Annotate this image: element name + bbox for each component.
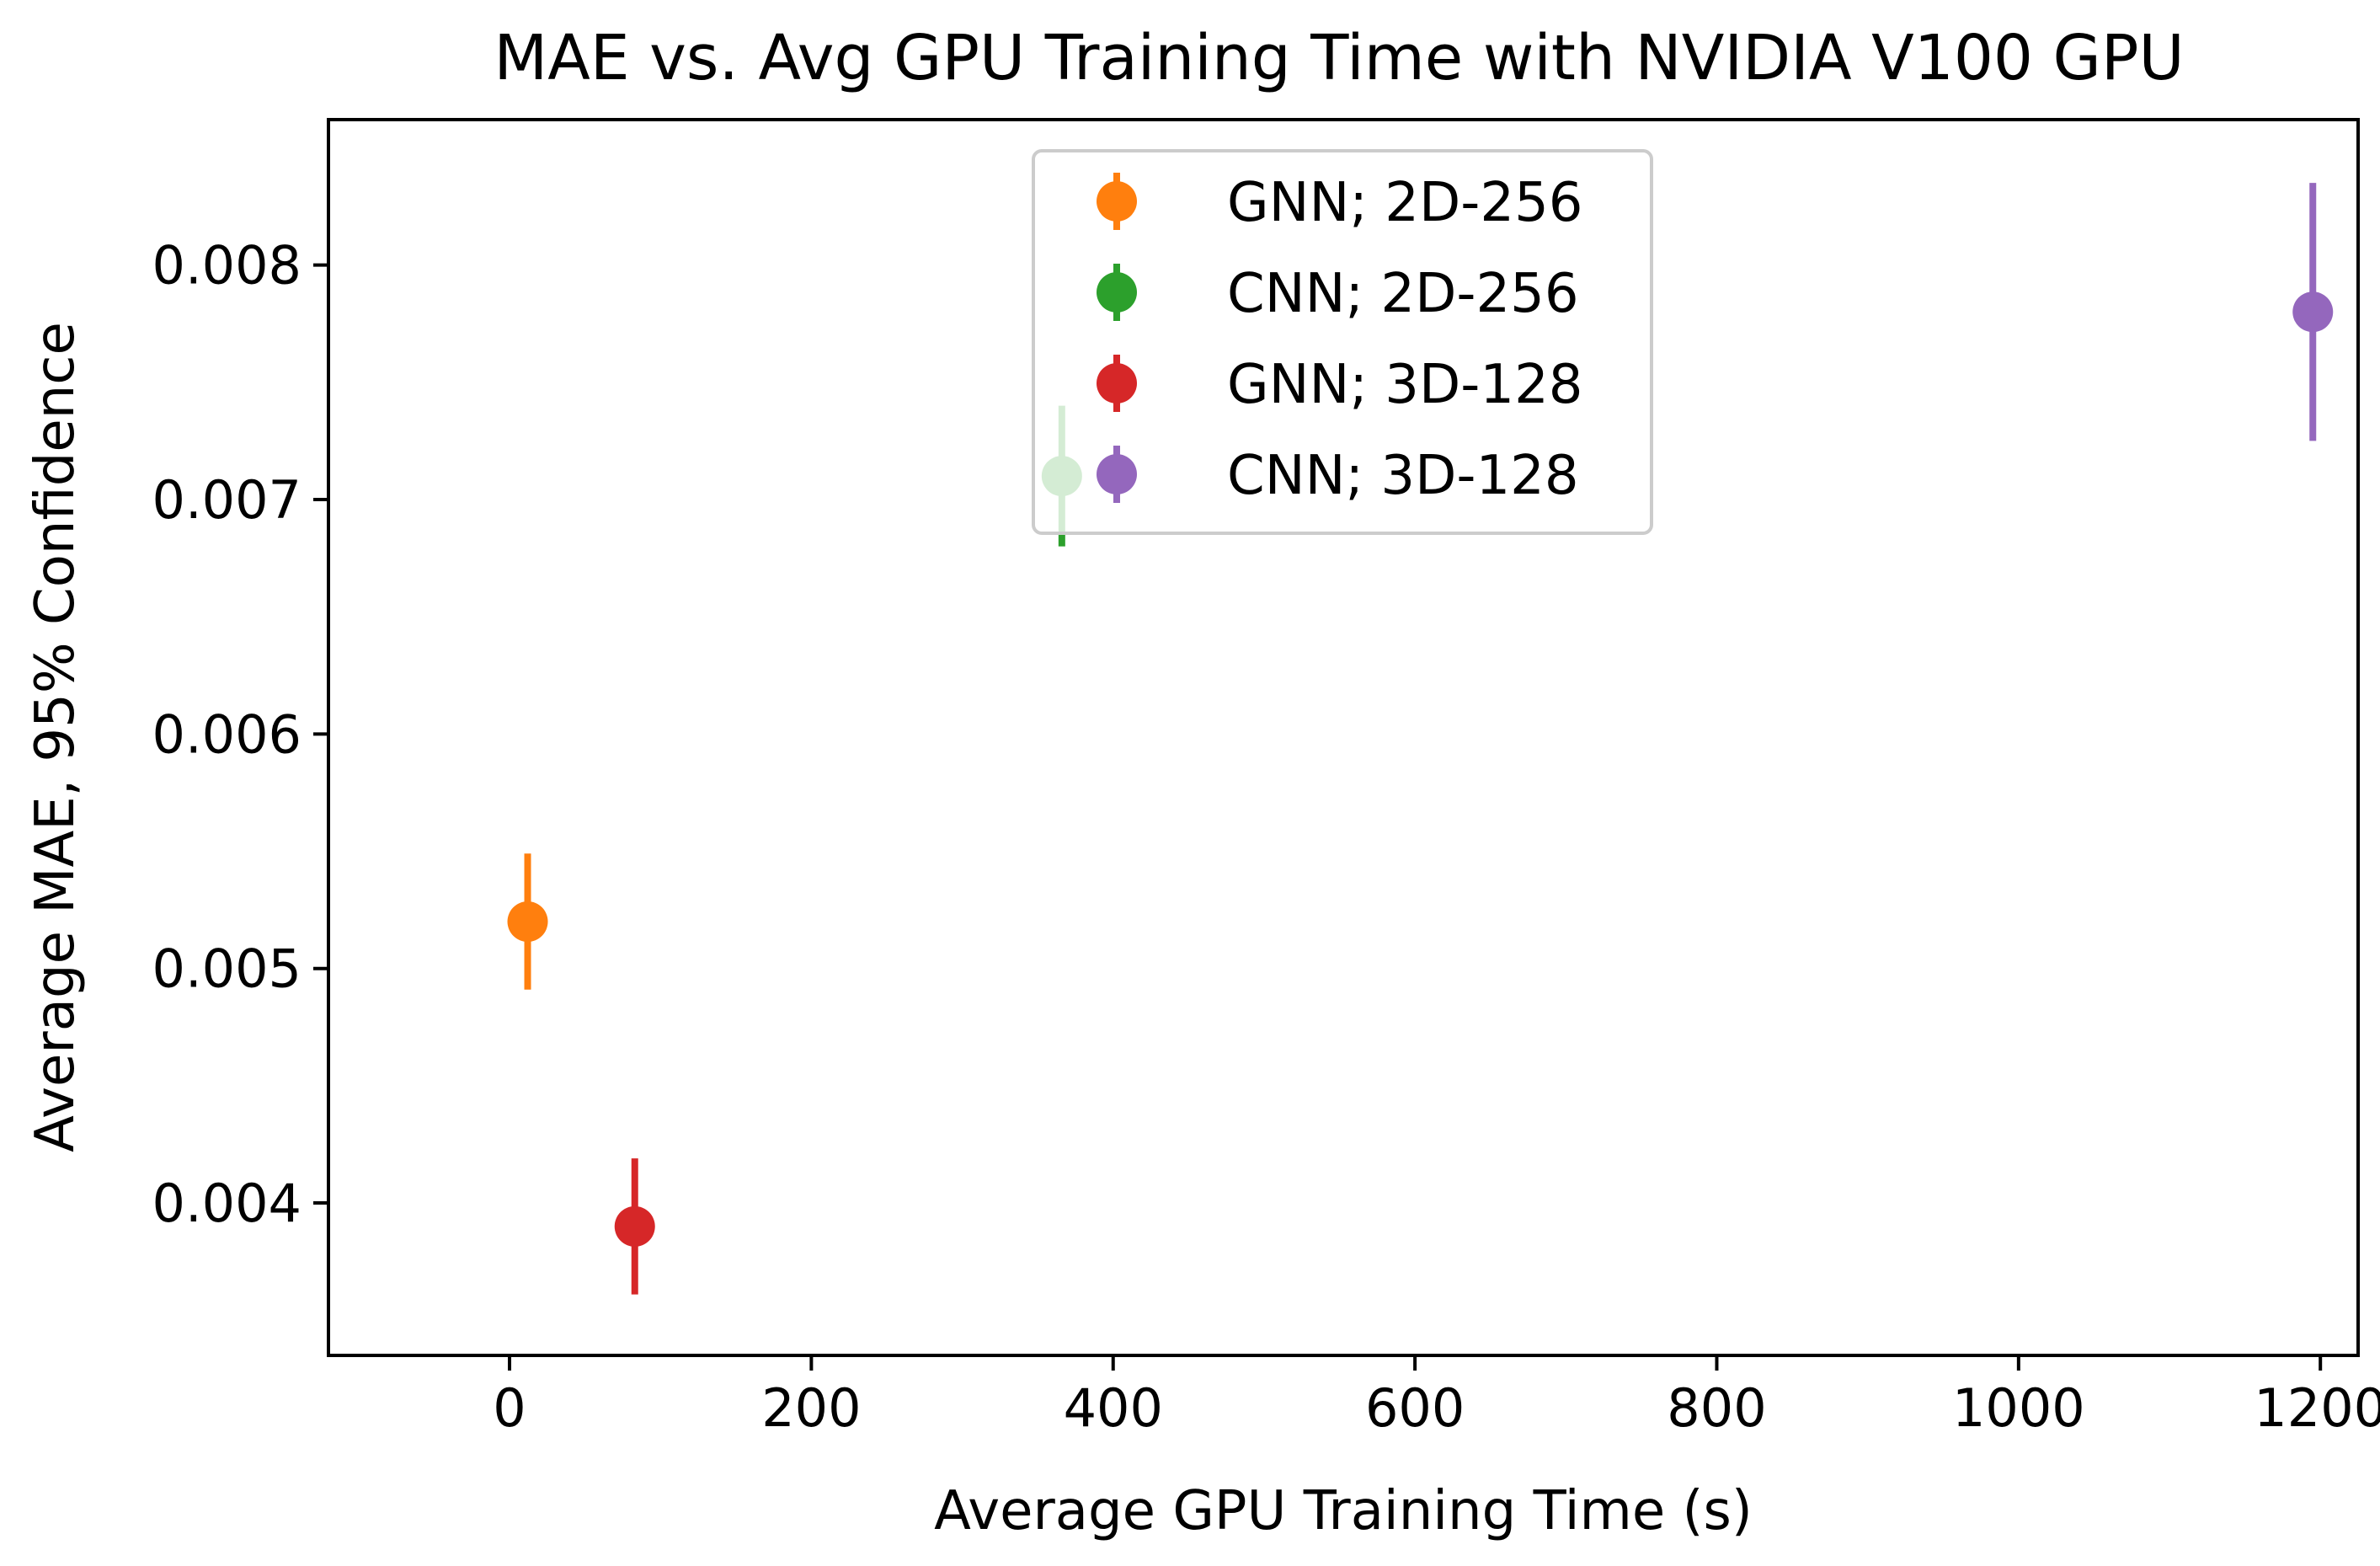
legend-label: CNN; 3D-128 (1227, 445, 1579, 507)
data-point (2292, 291, 2334, 333)
x-tick-label: 1200 (2254, 1377, 2380, 1439)
x-tick-label: 800 (1667, 1377, 1766, 1439)
series-point-group (614, 1158, 655, 1295)
legend-item: GNN; 2D-256 (1097, 172, 1583, 234)
data-point (507, 901, 548, 943)
plot-frame (327, 118, 2360, 1357)
y-tick-label: 0.005 (152, 938, 302, 1000)
x-tick-label: 1000 (1952, 1377, 2085, 1439)
legend-label: GNN; 2D-256 (1227, 172, 1583, 234)
y-tick-label: 0.006 (152, 703, 302, 765)
legend-marker (1097, 272, 1137, 313)
x-axis: 0 200 400 600 800 1000 1200 (493, 1355, 2380, 1439)
legend-marker (1097, 181, 1137, 222)
data-point (614, 1205, 655, 1247)
y-axis-label: Average MAE, 95% Confidence (24, 322, 87, 1152)
legend-label: GNN; 3D-128 (1227, 354, 1583, 416)
legend-marker (1097, 454, 1137, 494)
legend-item: CNN; 2D-256 (1097, 263, 1579, 325)
legend: GNN; 2D-256 CNN; 2D-256 GNN; 3D-128 CNN; 3D… (1032, 149, 1653, 535)
x-tick-label: 400 (1064, 1377, 1163, 1439)
y-tick-label: 0.007 (152, 469, 302, 531)
y-tick-label: 0.004 (152, 1173, 302, 1234)
legend-frame (1032, 149, 1653, 535)
x-tick-label: 200 (761, 1377, 861, 1439)
x-tick-label: 600 (1365, 1377, 1465, 1439)
y-axis: 0.004 0.005 0.006 0.007 0.008 (152, 235, 328, 1234)
series-point-group (2292, 183, 2334, 441)
series-point-group (507, 853, 548, 990)
y-tick-label: 0.008 (152, 235, 302, 297)
legend-label: CNN; 2D-256 (1227, 263, 1579, 325)
chart-title: MAE vs. Avg GPU Training Time with NVIDI… (494, 22, 2184, 94)
legend-item: CNN; 3D-128 (1097, 445, 1579, 507)
legend-item: GNN; 3D-128 (1097, 354, 1583, 416)
legend-marker (1097, 363, 1137, 404)
x-tick-label: 0 (493, 1377, 526, 1439)
x-axis-label: Average GPU Training Time (s) (934, 1480, 1753, 1542)
